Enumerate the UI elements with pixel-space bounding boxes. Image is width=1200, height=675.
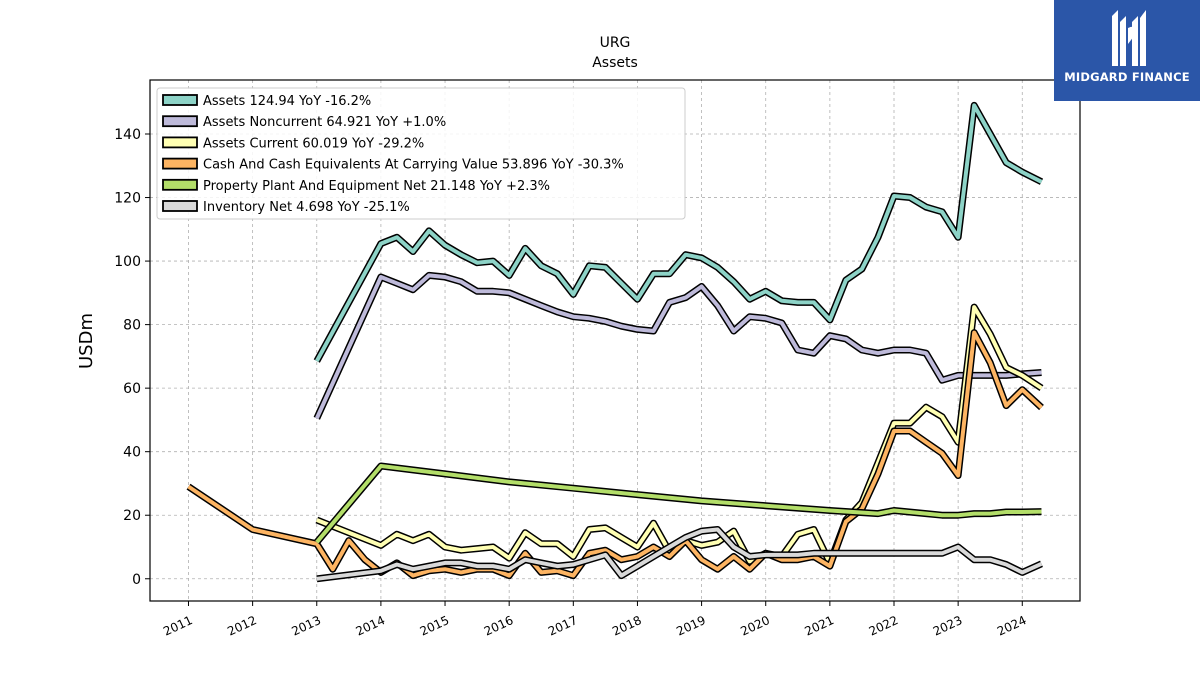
y-tick-label: 40 [123,445,141,461]
midgard-finance-logo: MIDGARD FINANCE [1054,0,1200,101]
y-axis-label: USDm [76,313,97,369]
x-tick-label: 2023 [931,613,965,639]
legend-swatch [162,136,198,149]
legend-label: Assets 124.94 YoY -16.2% [203,94,371,109]
legend-box [156,87,686,220]
x-tick-label: 2022 [867,613,901,639]
y-tick-label: 20 [123,508,141,524]
legend-label: Inventory Net 4.698 YoY -25.1% [203,200,410,215]
legend-label: Assets Noncurrent 64.921 YoY +1.0% [203,115,446,130]
x-tick-label: 2024 [995,613,1029,639]
legend-label: Property Plant And Equipment Net 21.148 … [203,179,550,194]
series-line-assets-noncurrent [314,273,1042,420]
series-line-inventory-net [316,527,1043,581]
series-line-property-plant-and-equipment-net [315,464,1042,544]
series-outline-property-plant-and-equipment-net [314,462,1042,545]
series-line-assets [315,103,1043,363]
series-outline-assets-noncurrent [313,271,1042,420]
x-tick-label: 2018 [610,613,644,639]
chart-subtitle: Assets [592,55,638,71]
y-tick-label: 80 [123,318,141,334]
legend-swatch [162,157,198,170]
legend-swatch [162,200,198,212]
x-tick-label: 2019 [674,613,708,639]
x-tick-label: 2020 [738,613,772,639]
x-tick-label: 2015 [418,613,452,639]
x-tick-label: 2013 [289,613,323,639]
chart-title: URG [600,35,631,51]
midgard-logo-mark [1112,10,1146,66]
y-tick-label: 0 [132,572,141,588]
x-tick-label: 2012 [225,613,259,639]
legend-label: Assets Current 60.019 YoY -29.2% [203,136,424,151]
x-tick-label: 2017 [546,613,580,639]
legend: Assets 124.94 YoY -16.2% Assets Noncurren… [156,87,686,220]
series-line-assets-current [316,305,1043,565]
x-tick-label: 2014 [354,613,388,639]
series-lines [186,101,1044,583]
brand-name: MIDGARD FINANCE [1064,70,1190,84]
legend-swatch [162,178,198,191]
x-tick-label: 2021 [803,613,837,639]
y-tick-label: 140 [114,127,141,143]
plot-frame [149,79,1081,602]
legend-label: Cash And Cash Equivalents At Carrying Va… [203,158,624,173]
series-outline-assets-current [315,303,1044,567]
x-tick-label: 2011 [161,613,195,639]
legend-swatch [162,115,198,128]
y-tick-label: 60 [123,381,141,397]
legend-swatch [162,94,198,106]
y-tick-label: 120 [114,191,141,207]
x-tick-label: 2016 [482,613,516,639]
y-tick-label: 100 [114,254,141,270]
